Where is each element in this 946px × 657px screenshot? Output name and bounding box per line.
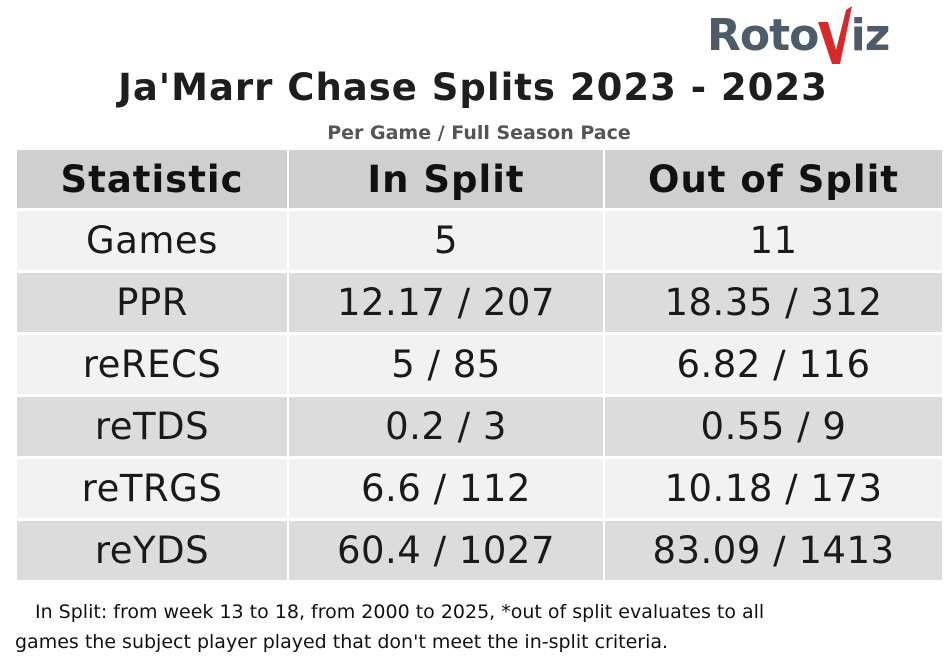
out-of-split-value: 6.82 / 116 bbox=[603, 332, 944, 397]
table-row: reTDS 0.2 / 3 0.55 / 9 bbox=[15, 394, 944, 459]
in-split-value: 12.17 / 207 bbox=[287, 270, 605, 335]
footnote: In Split: from week 13 to 18, from 2000 … bbox=[15, 597, 935, 657]
in-split-value: 6.6 / 112 bbox=[287, 456, 605, 521]
out-of-split-value: 10.18 / 173 bbox=[603, 456, 944, 521]
column-header-out-of-split: Out of Split bbox=[603, 147, 944, 211]
chart-subtitle: Per Game / Full Season Pace bbox=[327, 122, 631, 144]
row-label: reRECS bbox=[15, 332, 289, 397]
column-header-in-split: In Split bbox=[287, 147, 605, 211]
out-of-split-value: 0.55 / 9 bbox=[603, 394, 944, 459]
table-row: reRECS 5 / 85 6.82 / 116 bbox=[15, 332, 944, 397]
row-label: reTRGS bbox=[15, 456, 289, 521]
in-split-value: 0.2 / 3 bbox=[287, 394, 605, 459]
footnote-line-1: In Split: from week 13 to 18, from 2000 … bbox=[35, 601, 765, 623]
table-header-row: Statistic In Split Out of Split bbox=[15, 147, 944, 211]
row-label: reTDS bbox=[15, 394, 289, 459]
out-of-split-value: 83.09 / 1413 bbox=[603, 518, 944, 583]
table-row: reYDS 60.4 / 1027 83.09 / 1413 bbox=[15, 518, 944, 583]
row-label: PPR bbox=[15, 270, 289, 335]
chart-title: Ja'Marr Chase Splits 2023 - 2023 bbox=[118, 66, 828, 109]
row-label: reYDS bbox=[15, 518, 289, 583]
rotoviz-logo: RotoViz bbox=[707, 6, 897, 66]
footnote-line-2: games the subject player played that don… bbox=[15, 631, 669, 653]
column-header-statistic: Statistic bbox=[15, 147, 289, 211]
logo-text-right: iz bbox=[850, 10, 891, 61]
out-of-split-value: 18.35 / 312 bbox=[603, 270, 944, 335]
in-split-value: 60.4 / 1027 bbox=[287, 518, 605, 583]
in-split-value: 5 / 85 bbox=[287, 332, 605, 397]
row-label: Games bbox=[15, 208, 289, 273]
in-split-value: 5 bbox=[287, 208, 605, 273]
logo-v-checkmark-icon bbox=[818, 6, 852, 64]
table-row: PPR 12.17 / 207 18.35 / 312 bbox=[15, 270, 944, 335]
splits-table: Statistic In Split Out of Split Games 5 … bbox=[15, 147, 944, 583]
out-of-split-value: 11 bbox=[603, 208, 944, 273]
logo-text-left: Roto bbox=[707, 10, 819, 61]
table-row: Games 5 11 bbox=[15, 208, 944, 273]
logo-wordmark: RotoViz bbox=[707, 10, 891, 61]
table-row: reTRGS 6.6 / 112 10.18 / 173 bbox=[15, 456, 944, 521]
